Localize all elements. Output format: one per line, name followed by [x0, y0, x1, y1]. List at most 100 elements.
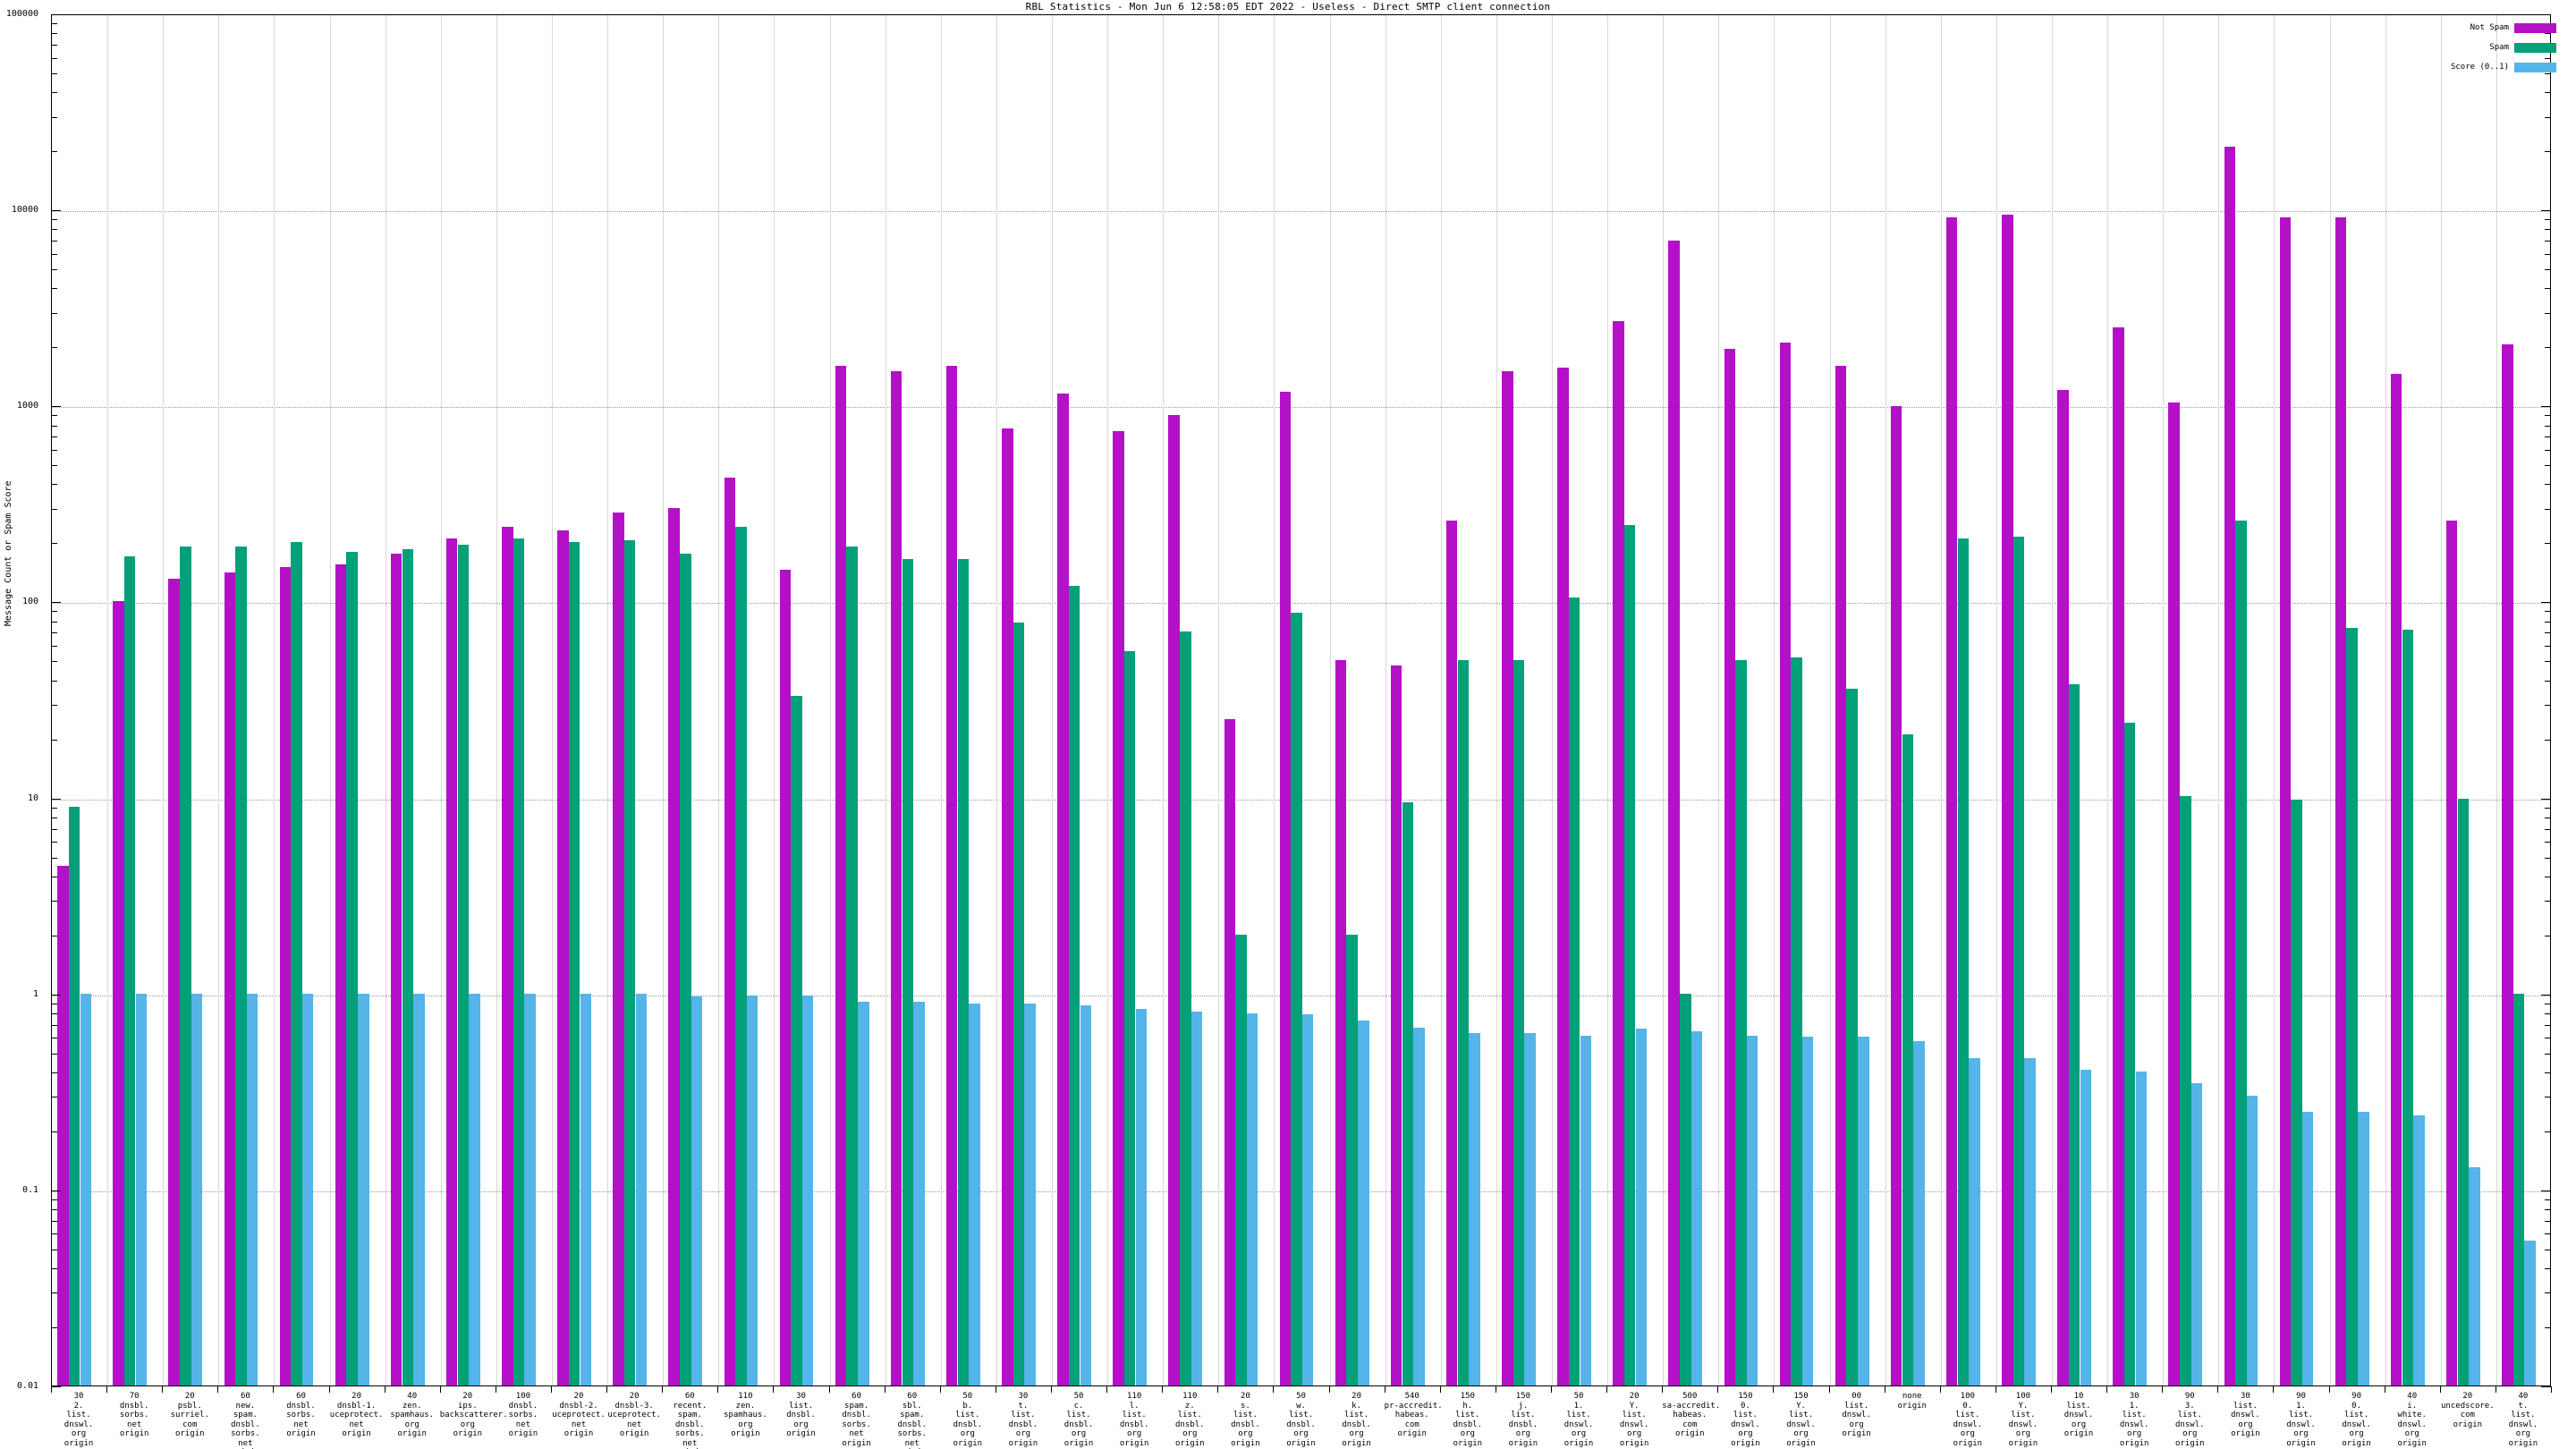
x-axis-tick-label: 40 t. list. dnswl. org origin [2508, 1392, 2538, 1448]
x-axis-tick-label: 20 dnsbl-1. uceprotect. net origin [329, 1392, 384, 1438]
bar-score [2190, 1082, 2203, 1385]
x-axis-tick-label: 30 list. dnsbl. org origin [786, 1392, 816, 1438]
x-axis-tick-label: 20 dnsbl-3. uceprotect. net origin [607, 1392, 661, 1438]
bar-score [1580, 1035, 1591, 1385]
bar-not-spam [1057, 393, 1069, 1385]
y-axis-minor-tick [2545, 1199, 2551, 1200]
bar-score [246, 993, 258, 1385]
x-axis-tick-label: 20 dnsbl-2. uceprotect. net origin [552, 1392, 606, 1438]
x-axis-tick [384, 1386, 386, 1393]
bar-score [1413, 1027, 1425, 1385]
x-axis-tick-label: 100 0. list. dnswl. org origin [1953, 1392, 1983, 1448]
bar-not-spam [1113, 430, 1124, 1385]
bar-spam [68, 806, 80, 1385]
x-axis-tick-label: 20 uncedscore. com origin [2441, 1392, 2495, 1429]
bar-not-spam [279, 566, 292, 1385]
x-axis-tick [2328, 1386, 2330, 1393]
bar-spam [623, 540, 636, 1385]
y-axis-minor-tick [51, 269, 57, 271]
gridline-vertical [607, 15, 609, 1385]
bar-not-spam [1224, 719, 1235, 1385]
x-axis-tick [1662, 1386, 1664, 1393]
bar-spam [1735, 660, 1747, 1385]
x-axis-tick [162, 1386, 164, 1393]
y-axis-minor-tick [2545, 1131, 2551, 1132]
y-axis-tick-label: 1000 [16, 401, 38, 411]
gridline-vertical [829, 15, 831, 1385]
gridline-horizontal [52, 603, 2550, 605]
y-axis-major-tick [2541, 210, 2551, 212]
x-axis-tick [106, 1386, 108, 1393]
bar-not-spam [57, 865, 69, 1385]
gridline-vertical [1274, 15, 1275, 1385]
x-axis-tick-label: 150 0. list. dnswl. org origin [1731, 1392, 1760, 1448]
bar-score [1024, 1003, 1036, 1385]
y-axis-minor-tick [51, 901, 57, 902]
x-axis-tick-label: 90 0. list. dnswl. org origin [2342, 1392, 2371, 1448]
x-axis-tick [2051, 1386, 2052, 1393]
gridline-vertical [1385, 15, 1386, 1385]
y-axis-minor-tick [51, 44, 57, 46]
y-axis-minor-tick [51, 828, 57, 830]
bar-spam [680, 554, 691, 1385]
gridline-vertical [440, 15, 442, 1385]
x-axis-tick-label: 50 w. list. dnsbl. org origin [1286, 1392, 1316, 1448]
y-axis-minor-tick [51, 646, 57, 648]
y-axis-minor-tick [2545, 621, 2551, 623]
x-axis-tick-label: 60 new. spam. dnsbl. sorbs. net origin [231, 1392, 260, 1449]
y-axis-minor-tick [2545, 857, 2551, 859]
y-axis-minor-tick [51, 1327, 57, 1329]
bar-score [1690, 1031, 1703, 1385]
bar-not-spam [1002, 428, 1013, 1385]
y-axis-minor-tick [51, 425, 57, 427]
y-axis-minor-tick [2545, 680, 2551, 682]
bar-score [1969, 1057, 1980, 1385]
y-axis-minor-tick [51, 1268, 57, 1270]
x-axis-tick [1773, 1386, 1775, 1393]
y-axis-minor-tick [51, 415, 57, 417]
bar-not-spam [2502, 343, 2513, 1385]
gridline-vertical [2218, 15, 2220, 1385]
bar-spam [402, 548, 413, 1385]
bar-score [1358, 1020, 1369, 1385]
y-axis-minor-tick [51, 253, 57, 255]
bar-score [135, 993, 148, 1385]
bar-spam [457, 544, 470, 1385]
bar-score [2301, 1111, 2314, 1385]
y-axis-minor-tick [51, 484, 57, 486]
bar-score [2080, 1069, 2091, 1385]
y-axis-minor-tick [51, 92, 57, 94]
bar-not-spam [1835, 365, 1847, 1385]
y-axis-major-tick [2541, 1386, 2551, 1387]
y-axis-minor-tick [2545, 1233, 2551, 1235]
x-axis-tick [551, 1386, 552, 1393]
y-axis-minor-tick [51, 436, 57, 438]
bar-score [413, 993, 425, 1385]
y-axis-minor-tick [2545, 312, 2551, 314]
y-axis-minor-tick [51, 1292, 57, 1294]
bar-score [2469, 1166, 2480, 1385]
x-axis-tick-label: 500 sa-accredit. habeas. com origin [1662, 1392, 1721, 1438]
bar-spam [1568, 597, 1580, 1385]
y-axis-tick-label: 10 [27, 792, 38, 803]
gridline-vertical [663, 15, 665, 1385]
y-axis-tick-label: 100000 [5, 9, 38, 19]
x-axis-tick-label: 40 i. white. dnswl. org origin [2397, 1392, 2427, 1448]
y-axis-minor-tick [2545, 425, 2551, 427]
bar-spam [2012, 536, 2025, 1385]
y-axis-minor-tick [2545, 151, 2551, 153]
bar-not-spam [335, 564, 347, 1385]
bar-not-spam [2279, 216, 2292, 1385]
bar-score [2358, 1111, 2369, 1385]
x-axis-tick-label: 20 k. list. dnsbl. org origin [1342, 1392, 1371, 1448]
y-axis-minor-tick [2545, 508, 2551, 510]
y-axis-minor-tick [2545, 739, 2551, 741]
x-axis-tick [773, 1386, 775, 1393]
legend-color-swatch [2514, 22, 2556, 33]
y-axis-major-tick [51, 994, 61, 996]
bar-score [1858, 1037, 1869, 1385]
y-axis-minor-tick [51, 57, 57, 59]
bar-not-spam [779, 570, 792, 1385]
bar-score [913, 1001, 925, 1385]
